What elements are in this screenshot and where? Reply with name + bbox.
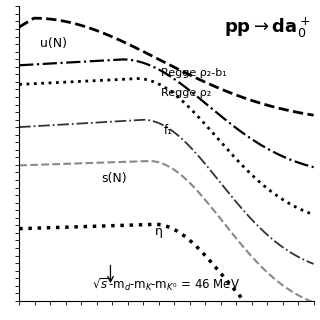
Text: η: η [155,225,163,238]
Text: pp$\rightarrow$da$_0^+$: pp$\rightarrow$da$_0^+$ [224,15,311,40]
Text: s(N): s(N) [102,172,127,185]
Text: $\sqrt{s}$-m$_d$-m$_K$-m$_{K^0}$ = 46 MeV: $\sqrt{s}$-m$_d$-m$_K$-m$_{K^0}$ = 46 Me… [92,276,240,293]
Text: f₁: f₁ [164,124,172,137]
Text: u(N): u(N) [40,37,67,50]
Text: Regge ρ₂-b₁: Regge ρ₂-b₁ [161,68,226,78]
Text: Regge ρ₂: Regge ρ₂ [161,88,211,98]
